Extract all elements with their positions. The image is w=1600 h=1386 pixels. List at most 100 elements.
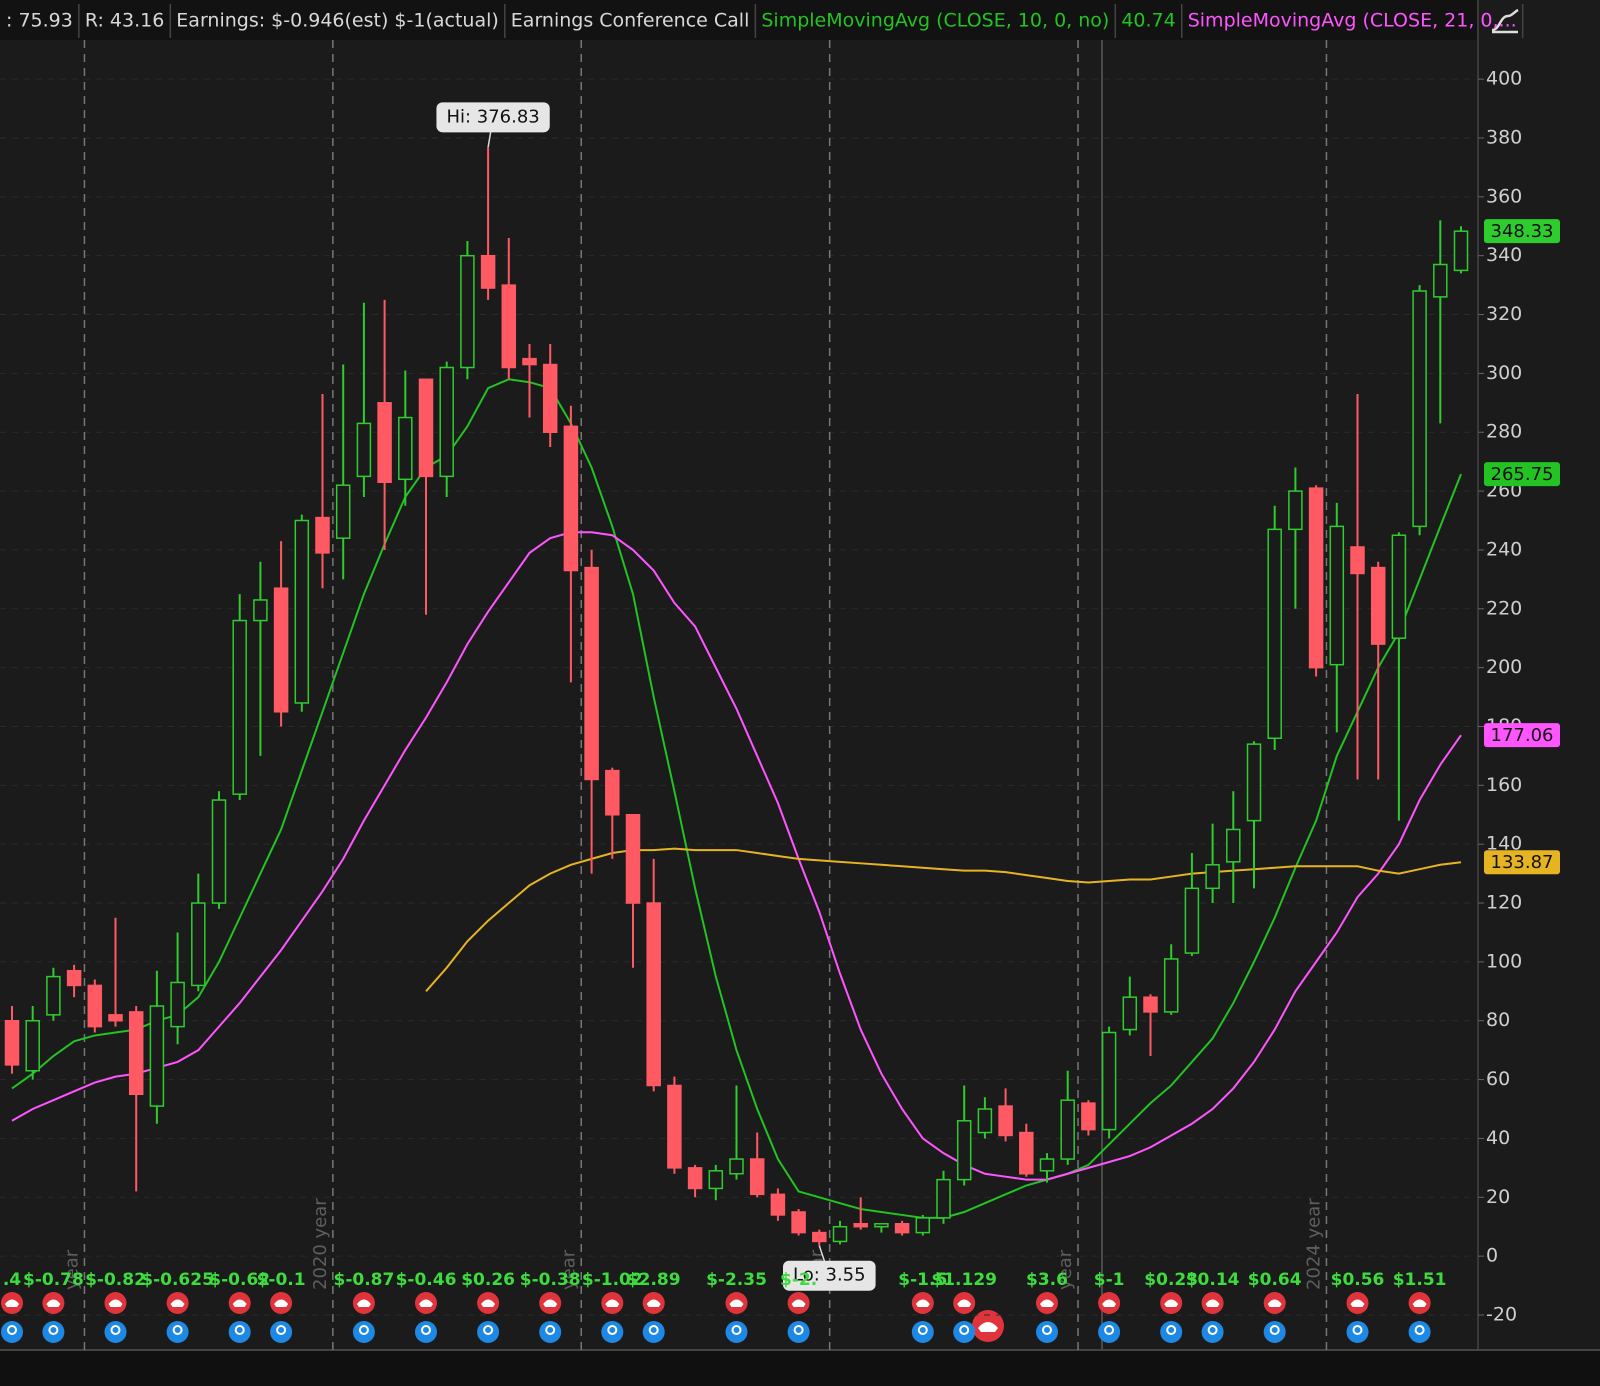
earnings-bulb-icon (642, 1321, 665, 1343)
earnings-call-handset (170, 1299, 185, 1307)
candle-body (956, 1120, 972, 1181)
earnings-label: $0.64 (1248, 1270, 1302, 1290)
earnings-call-handset (274, 1299, 289, 1307)
price-tag-label: 177.06 (1491, 725, 1554, 746)
candle-body (439, 366, 454, 478)
candle-body (273, 587, 289, 713)
earnings-bulb-glyph (1269, 1325, 1280, 1335)
earnings-call-handset (1412, 1299, 1427, 1307)
candle-body (1433, 263, 1448, 298)
candle-body (915, 1217, 931, 1234)
candle-body (128, 1011, 144, 1096)
earnings-label: $0.14 (1186, 1270, 1240, 1290)
earnings-bulb-glyph (793, 1325, 804, 1335)
candle-body (149, 1005, 165, 1107)
candle-body (191, 902, 206, 987)
earnings-call-handset (232, 1299, 247, 1307)
header-bar (0, 0, 1478, 40)
earnings-label: $-2.35 (706, 1270, 767, 1290)
candle-body (998, 1105, 1013, 1137)
candle-body (211, 799, 227, 904)
earnings-bulb-icon (911, 1321, 934, 1343)
earnings-label: $-0.1 (257, 1270, 306, 1290)
earnings-call-handset (108, 1299, 123, 1307)
earnings-bulb-icon (1036, 1321, 1058, 1343)
candle-body (1184, 887, 1200, 954)
candle-body (87, 984, 103, 1028)
candle-body (356, 422, 372, 478)
earnings-bulb-glyph (1207, 1325, 1218, 1335)
candle-body (687, 1167, 703, 1190)
candle-body (294, 519, 310, 704)
earnings-bulb-icon (352, 1321, 375, 1343)
earnings-call-handset (1350, 1299, 1365, 1307)
moving-average-line (11, 378, 1462, 1219)
earnings-bulb-icon (1, 1321, 23, 1343)
earnings-bulb-icon (539, 1321, 562, 1343)
year-label: year (61, 1249, 82, 1290)
earnings-call-handset (791, 1299, 806, 1307)
earnings-call-handset (419, 1299, 433, 1307)
earnings-call-handset (46, 1299, 61, 1307)
header-item: 40.74 (1121, 10, 1175, 32)
earnings-label: $-0.46 (396, 1270, 457, 1290)
earnings-label: $2.89 (627, 1270, 681, 1290)
earnings-bulb-glyph (1352, 1325, 1363, 1335)
header-item: SimpleMovingAvg (CLOSE, 21, 0,... (1188, 10, 1517, 32)
earnings-label: $3.6 (1026, 1270, 1068, 1290)
y-tick-label: 140 (1486, 833, 1522, 855)
candle-body (1143, 996, 1158, 1013)
candle-body (1060, 1099, 1075, 1160)
y-tick-label: 380 (1486, 126, 1522, 148)
earnings-label: $-1 (1094, 1270, 1125, 1290)
header-item: Earnings Conference Call (511, 10, 750, 32)
year-label: 2024 year (1303, 1198, 1324, 1290)
earnings-bulb-glyph (917, 1325, 928, 1335)
earnings-bulb-icon (104, 1321, 127, 1343)
candle-body (977, 1108, 993, 1134)
candle-body (501, 284, 517, 369)
candle-body (605, 769, 620, 816)
y-tick-label: 280 (1486, 421, 1522, 443)
earnings-label: $-0.38 (520, 1270, 581, 1290)
candle-body (542, 363, 558, 433)
candle-body (1019, 1131, 1034, 1175)
y-tick-label: 160 (1486, 774, 1522, 796)
y-tick-label: 220 (1486, 597, 1522, 619)
icon-stroke (978, 1322, 998, 1332)
earnings-bulb-glyph (483, 1325, 494, 1335)
earnings-bulb-glyph (545, 1325, 556, 1335)
y-tick-label: 360 (1486, 185, 1522, 207)
earnings-bulb-icon (477, 1321, 500, 1343)
earnings-bulb-icon (725, 1321, 748, 1343)
candle-body (584, 566, 599, 781)
earnings-bulb-icon (1346, 1321, 1369, 1343)
earnings-bulb-icon (415, 1321, 437, 1343)
candle-body (1350, 546, 1365, 575)
earnings-label: $-0.625 (141, 1270, 214, 1290)
earnings-label: $-0.62 (209, 1270, 270, 1290)
price-tag-label: 348.33 (1491, 221, 1554, 242)
candle-body (66, 969, 82, 987)
draw-tool-icon[interactable] (1491, 8, 1519, 34)
candle-body (46, 975, 61, 1016)
earnings-call-handset (1164, 1299, 1179, 1307)
icon-stroke (1491, 8, 1519, 34)
candle-body (708, 1170, 724, 1190)
candle-body (460, 254, 475, 369)
earnings-bulb-glyph (421, 1325, 431, 1335)
earnings-call-handset (915, 1299, 930, 1307)
earnings-bulb-icon (601, 1321, 624, 1343)
earnings-bulb-icon (1263, 1321, 1286, 1343)
candle-body (232, 619, 247, 795)
candle-body (1205, 864, 1220, 890)
y-tick-label: 400 (1486, 68, 1522, 90)
earnings-bulb-icon (228, 1321, 251, 1343)
candle-body (646, 902, 661, 1087)
y-tick-label: 100 (1486, 950, 1522, 972)
earnings-call-handset (729, 1299, 744, 1307)
candle-body (480, 254, 496, 289)
earnings-bulb-glyph (1414, 1325, 1425, 1335)
earnings-label: $-2. (780, 1270, 817, 1290)
callout-label: Lo: 3.55 (793, 1265, 866, 1286)
